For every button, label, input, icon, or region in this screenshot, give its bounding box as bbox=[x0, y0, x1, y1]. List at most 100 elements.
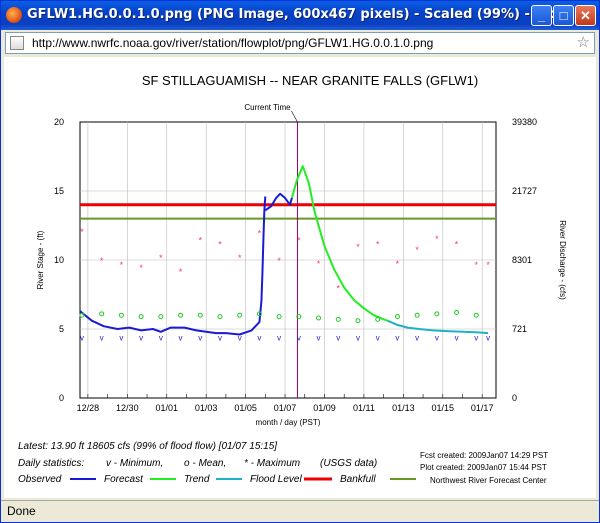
daily-max-point: * bbox=[337, 284, 341, 294]
legend-bankfull: Bankfull bbox=[340, 474, 376, 485]
daily-max-point: * bbox=[376, 239, 380, 249]
stat-mean-label: o - Mean, bbox=[184, 458, 226, 469]
legend-trend: Trend bbox=[184, 474, 210, 485]
stat-min-label: v - Minimum, bbox=[106, 458, 163, 469]
x-tick-label: 01/09 bbox=[313, 403, 336, 413]
url-bar[interactable]: http://www.nwrfc.noaa.gov/river/station/… bbox=[5, 32, 595, 54]
daily-min-point: v bbox=[356, 333, 360, 342]
fcst-created: Fcst created: 2009Jan07 14:29 PST bbox=[420, 451, 548, 460]
daily-mean-point bbox=[237, 312, 243, 318]
legend-flood-level: Flood Level bbox=[250, 474, 302, 485]
x-tick-label: 01/13 bbox=[392, 403, 415, 413]
daily-mean-point bbox=[138, 314, 144, 320]
x-tick-label: 01/11 bbox=[353, 403, 375, 413]
daily-mean-point bbox=[335, 316, 341, 322]
daily-stats-label: Daily statistics: bbox=[18, 458, 84, 469]
x-tick-label: 01/03 bbox=[195, 403, 218, 413]
chart-title: SF STILLAGUAMISH -- NEAR GRANITE FALLS (… bbox=[142, 73, 478, 88]
close-button[interactable]: ✕ bbox=[575, 5, 596, 26]
y-tick-label: 20 bbox=[54, 117, 64, 127]
daily-mean-point bbox=[454, 309, 460, 315]
y-tick-label: 10 bbox=[54, 255, 64, 265]
daily-mean-point bbox=[414, 312, 420, 318]
daily-mean-point bbox=[316, 315, 322, 321]
daily-max-point: * bbox=[475, 260, 479, 270]
daily-min-point: v bbox=[486, 333, 490, 342]
daily-min-point: v bbox=[80, 333, 84, 342]
firefox-icon bbox=[6, 7, 22, 23]
series-layer: v v v v v v v v v v v v v v v v v v v v v v** * **** ******** ***… bbox=[79, 110, 496, 398]
plot-created: Plot created: 2009Jan07 15:44 PST bbox=[420, 463, 547, 472]
daily-max-point: * bbox=[356, 242, 360, 252]
daily-min-point: v bbox=[474, 333, 478, 342]
image-content: SF STILLAGUAMISH -- NEAR GRANITE FALLS (… bbox=[4, 57, 596, 498]
hydrograph-chart: SF STILLAGUAMISH -- NEAR GRANITE FALLS (… bbox=[18, 73, 567, 485]
daily-min-point: v bbox=[455, 333, 459, 342]
url-text[interactable]: http://www.nwrfc.noaa.gov/river/station/… bbox=[32, 36, 434, 50]
daily-min-point: v bbox=[277, 333, 281, 342]
page-icon bbox=[10, 36, 24, 50]
y2-tick-label: 721 bbox=[512, 324, 527, 334]
daily-min-point: v bbox=[218, 333, 222, 342]
status-bar: Done bbox=[1, 500, 599, 523]
x-tick-label: 01/15 bbox=[432, 403, 455, 413]
daily-min-point: v bbox=[297, 333, 301, 342]
daily-max-point: * bbox=[486, 260, 490, 270]
daily-mean-point bbox=[217, 314, 223, 320]
daily-max-point: * bbox=[317, 259, 321, 269]
y2-axis-label: River Discharge - (cfs) bbox=[558, 220, 567, 300]
flow-tail-series bbox=[387, 319, 489, 335]
forecast-series bbox=[264, 192, 293, 212]
y2-tick-label: 39380 bbox=[512, 117, 537, 127]
daily-mean-point bbox=[276, 314, 282, 320]
center-name: Northwest River Forecast Center bbox=[430, 476, 547, 485]
y2-tick-label: 8301 bbox=[512, 255, 532, 265]
daily-mean-point bbox=[197, 312, 203, 318]
daily-max-point: * bbox=[199, 235, 203, 245]
daily-min-point: v bbox=[376, 333, 380, 342]
usgs-label: (USGS data) bbox=[320, 458, 377, 469]
daily-min-point: v bbox=[336, 333, 340, 342]
daily-mean-point bbox=[118, 312, 124, 318]
daily-mean-point bbox=[158, 314, 164, 320]
daily-mean-point bbox=[99, 311, 105, 317]
window-title: GFLW1.HG.0.0.1.0.png (PNG Image, 600x467… bbox=[27, 7, 579, 22]
y-axis-ticks: 0 5 10 15 20 bbox=[54, 117, 64, 403]
daily-min-point: v bbox=[395, 333, 399, 342]
daily-min-point: v bbox=[415, 333, 419, 342]
legend-observed: Observed bbox=[18, 474, 62, 485]
daily-min-point: v bbox=[198, 333, 202, 342]
daily-max-point: * bbox=[435, 234, 439, 244]
daily-min-point: v bbox=[100, 333, 104, 342]
daily-mean-point bbox=[178, 312, 184, 318]
trend-series bbox=[290, 165, 388, 322]
minimize-button[interactable]: _ bbox=[531, 5, 552, 26]
current-time-label: Current Time bbox=[244, 103, 291, 112]
daily-mean-point bbox=[355, 318, 361, 324]
x-tick-label: 01/05 bbox=[234, 403, 257, 413]
x-tick-label: 01/01 bbox=[155, 403, 178, 413]
y2-tick-label: 21727 bbox=[512, 186, 537, 196]
daily-mean-point bbox=[375, 316, 381, 322]
title-bar[interactable]: GFLW1.HG.0.0.1.0.png (PNG Image, 600x467… bbox=[1, 1, 599, 30]
latest-text: Latest: 13.90 ft 18605 cfs (99% of flood… bbox=[18, 441, 277, 452]
maximize-button[interactable]: □ bbox=[553, 5, 574, 26]
y-tick-label: 0 bbox=[59, 393, 64, 403]
legend-forecast: Forecast bbox=[104, 474, 144, 485]
daily-mean-point bbox=[256, 311, 262, 317]
daily-mean-point bbox=[394, 314, 400, 320]
daily-max-point: * bbox=[159, 253, 163, 263]
daily-max-point: * bbox=[80, 227, 84, 237]
daily-min-point: v bbox=[238, 333, 242, 342]
daily-max-point: * bbox=[277, 256, 281, 266]
star-icon[interactable]: ☆ bbox=[576, 34, 590, 51]
daily-max-point: * bbox=[297, 235, 301, 245]
daily-min-point: v bbox=[317, 333, 321, 342]
y-tick-label: 15 bbox=[54, 186, 64, 196]
y2-tick-label: 0 bbox=[512, 393, 517, 403]
y-tick-label: 5 bbox=[59, 324, 64, 334]
x-tick-label: 01/17 bbox=[471, 403, 494, 413]
status-text: Done bbox=[7, 504, 36, 518]
daily-max-point: * bbox=[179, 267, 183, 277]
